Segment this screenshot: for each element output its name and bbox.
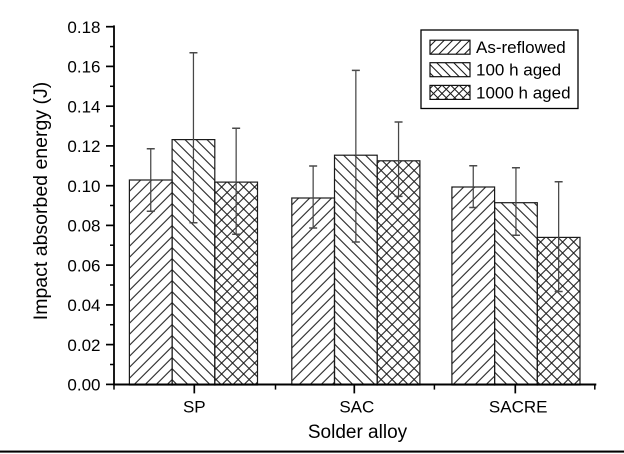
- svg-text:0.00: 0.00: [67, 376, 100, 395]
- svg-text:0.10: 0.10: [67, 177, 100, 196]
- svg-text:1000 h aged: 1000 h aged: [476, 83, 571, 102]
- svg-text:As-reflowed: As-reflowed: [476, 38, 566, 57]
- svg-text:0.16: 0.16: [67, 58, 100, 77]
- svg-text:0.08: 0.08: [67, 217, 100, 236]
- svg-text:SAC: SAC: [339, 397, 374, 416]
- svg-text:SP: SP: [183, 397, 206, 416]
- svg-text:0.04: 0.04: [67, 296, 100, 315]
- svg-text:0.12: 0.12: [67, 137, 100, 156]
- svg-text:Impact absorbed energy (J): Impact absorbed energy (J): [30, 82, 52, 320]
- svg-text:0.14: 0.14: [67, 97, 100, 116]
- svg-text:SACRE: SACRE: [489, 397, 548, 416]
- svg-text:Solder alloy: Solder alloy: [308, 422, 408, 443]
- svg-text:0.02: 0.02: [67, 336, 100, 355]
- svg-text:100 h aged: 100 h aged: [476, 61, 561, 80]
- svg-text:0.06: 0.06: [67, 256, 100, 275]
- svg-text:0.18: 0.18: [67, 18, 100, 37]
